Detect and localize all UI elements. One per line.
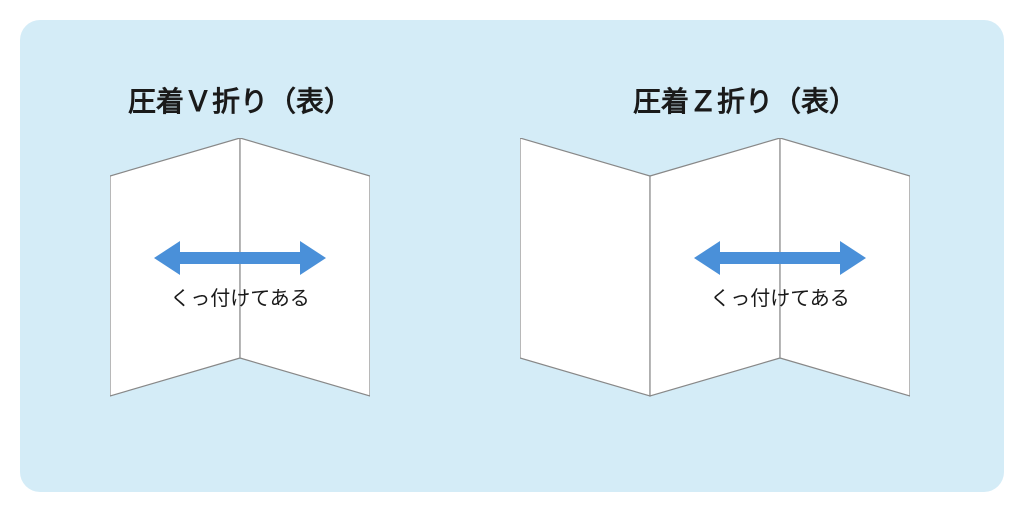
z-fold-panel: 圧着Ｚ折り（表） くっ付けてある [520,80,910,398]
diagram-canvas: 圧着Ｖ折り（表） くっ付けてある 圧着Ｚ折り（表） く [20,20,1004,492]
z-fold-diagram [520,138,910,398]
z-fold-title: 圧着Ｚ折り（表） [520,80,910,120]
v-fold-diagram [110,138,370,398]
v-fold-caption: くっ付けてある [110,282,370,311]
z-fold-caption: くっ付けてある [650,282,910,311]
v-fold-panel: 圧着Ｖ折り（表） くっ付けてある [110,80,370,398]
v-fold-title: 圧着Ｖ折り（表） [110,80,370,120]
z-fold-leaf-1 [520,138,650,396]
